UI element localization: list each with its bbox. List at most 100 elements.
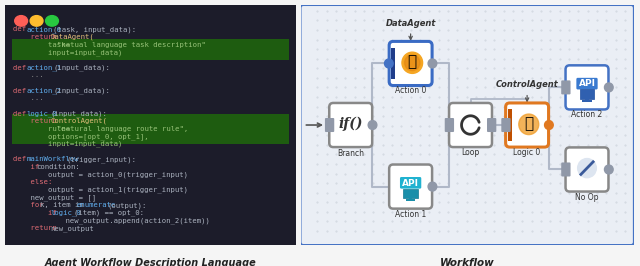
Text: new_output.append(action_2(item)): new_output.append(action_2(item)) [13, 218, 210, 224]
Bar [582, 100, 591, 102]
Text: if: if [13, 164, 44, 170]
Text: def: def [13, 156, 31, 163]
Text: new_output = []: new_output = [] [13, 194, 97, 201]
Circle shape [605, 83, 613, 92]
Text: if: if [13, 210, 61, 216]
FancyBboxPatch shape [325, 118, 334, 132]
Text: return: return [13, 226, 61, 231]
Text: DataAgent(: DataAgent( [50, 34, 94, 40]
Text: logic_0: logic_0 [50, 210, 81, 217]
Text: action_0: action_0 [27, 26, 61, 32]
Text: mainWorkflow: mainWorkflow [27, 156, 79, 163]
FancyBboxPatch shape [300, 5, 634, 246]
FancyBboxPatch shape [445, 118, 454, 132]
Circle shape [15, 16, 28, 26]
Text: ...: ... [13, 95, 44, 101]
Circle shape [402, 52, 422, 73]
FancyBboxPatch shape [329, 103, 372, 147]
FancyBboxPatch shape [561, 163, 570, 177]
Circle shape [404, 55, 420, 71]
FancyBboxPatch shape [566, 65, 609, 110]
Bar [409, 198, 412, 200]
Text: Action 1: Action 1 [395, 210, 426, 219]
Text: Action 0: Action 0 [395, 86, 426, 95]
Bar [12, 114, 289, 144]
Circle shape [385, 59, 393, 68]
Text: output = action_0(trigger_input): output = action_0(trigger_input) [13, 172, 188, 178]
FancyBboxPatch shape [487, 118, 497, 132]
Text: def: def [13, 65, 31, 70]
Text: ControlAgent: ControlAgent [496, 80, 559, 89]
Text: No Op: No Op [575, 193, 599, 202]
Text: if(): if() [339, 116, 363, 131]
FancyBboxPatch shape [400, 177, 421, 189]
Text: condition:: condition: [36, 164, 81, 170]
Text: def: def [13, 88, 31, 94]
Text: task=: task= [13, 41, 70, 48]
Text: for: for [13, 202, 48, 209]
FancyBboxPatch shape [506, 103, 548, 147]
Text: k, item in: k, item in [40, 202, 88, 209]
Text: Loop: Loop [461, 148, 479, 157]
Text: Logic 0: Logic 0 [513, 148, 541, 157]
Text: rule=: rule= [13, 126, 70, 132]
Circle shape [428, 59, 436, 68]
Text: DataAgent: DataAgent [385, 19, 436, 28]
Text: action_2: action_2 [27, 87, 61, 94]
Text: options=[opt_0, opt_1],: options=[opt_0, opt_1], [13, 133, 149, 140]
Circle shape [605, 165, 613, 174]
Text: (input_data):: (input_data): [54, 64, 110, 71]
Text: (output):: (output): [107, 202, 147, 209]
Bar [403, 189, 418, 198]
Text: input=input_data): input=input_data) [13, 141, 123, 147]
Text: else:: else: [13, 180, 52, 185]
Text: (task, input_data):: (task, input_data): [54, 26, 136, 32]
Text: Workflow: Workflow [440, 258, 495, 266]
FancyBboxPatch shape [449, 103, 492, 147]
Text: API: API [402, 179, 419, 188]
Circle shape [45, 16, 58, 26]
FancyBboxPatch shape [561, 80, 570, 94]
Text: Agent Workflow Description Language: Agent Workflow Description Language [45, 258, 257, 266]
Text: return: return [13, 34, 61, 40]
FancyBboxPatch shape [1, 2, 301, 248]
Circle shape [519, 114, 539, 135]
Text: enumerate: enumerate [77, 202, 116, 209]
Text: def: def [13, 111, 31, 117]
Bar [508, 109, 512, 141]
Text: ControlAgent(: ControlAgent( [50, 118, 107, 124]
Text: (input_data):: (input_data): [54, 87, 110, 94]
Text: API: API [579, 80, 595, 89]
FancyBboxPatch shape [389, 164, 432, 209]
FancyBboxPatch shape [566, 147, 609, 192]
FancyBboxPatch shape [501, 118, 511, 132]
Bar [586, 98, 589, 101]
Circle shape [428, 182, 436, 191]
FancyBboxPatch shape [389, 41, 432, 86]
Bar [406, 199, 415, 201]
Bar [392, 48, 396, 79]
Text: "natural language route rule",: "natural language route rule", [57, 126, 188, 132]
Bar [12, 39, 289, 60]
Text: Branch: Branch [337, 149, 364, 158]
Text: (trigger_input):: (trigger_input): [67, 156, 137, 163]
Text: ...: ... [13, 72, 44, 78]
Circle shape [30, 16, 43, 26]
Circle shape [545, 120, 553, 130]
Text: (item) == opt_0:: (item) == opt_0: [74, 210, 143, 217]
Circle shape [578, 159, 596, 178]
Text: 🤖: 🤖 [408, 55, 417, 70]
Text: def: def [13, 26, 31, 32]
Text: (input_data):: (input_data): [50, 110, 107, 117]
Text: action_1: action_1 [27, 64, 61, 71]
Text: output = action_1(trigger_input): output = action_1(trigger_input) [13, 187, 188, 193]
Bar [580, 89, 595, 99]
Text: new_output: new_output [50, 225, 94, 232]
Text: "natual language task description": "natual language task description" [57, 41, 205, 48]
Circle shape [368, 120, 377, 130]
Text: 🧠: 🧠 [524, 116, 533, 131]
FancyBboxPatch shape [577, 78, 598, 89]
Text: Action 2: Action 2 [572, 110, 603, 119]
Text: input=input_data): input=input_data) [13, 49, 123, 56]
Text: return: return [13, 118, 61, 124]
